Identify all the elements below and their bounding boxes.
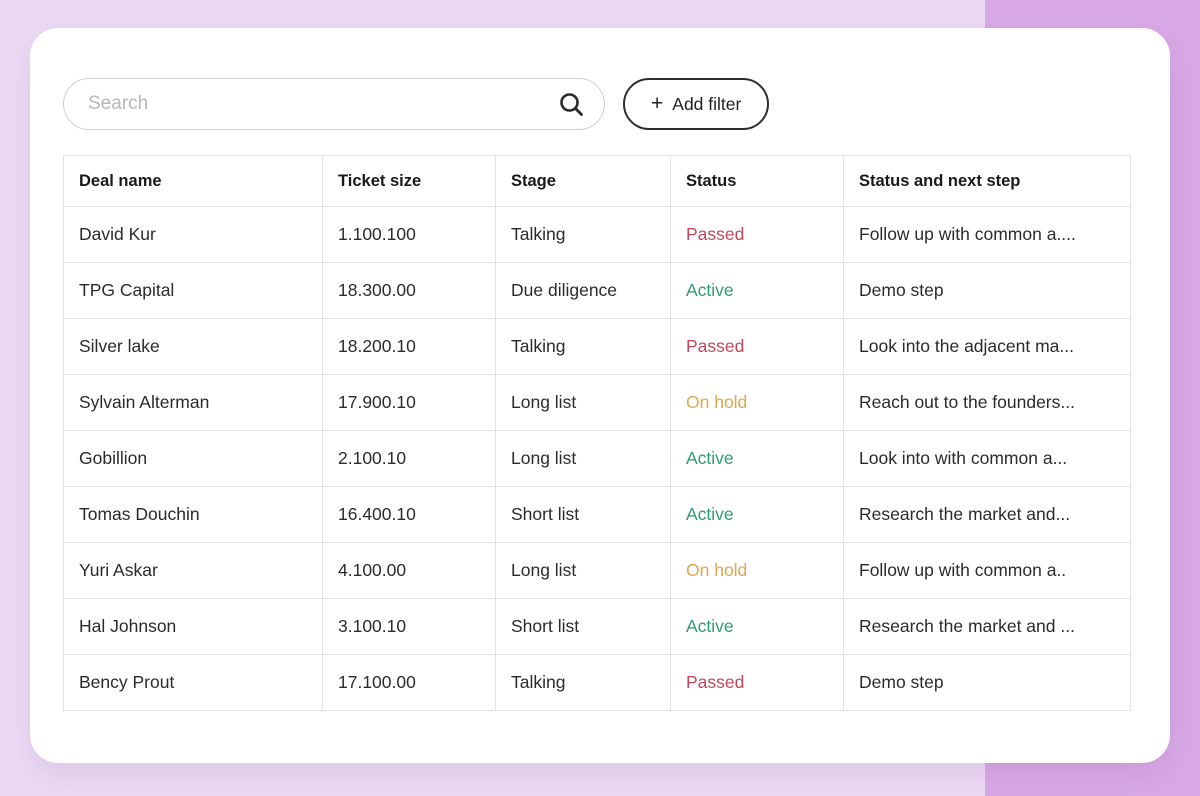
column-header-status-next-step: Status and next step (843, 155, 1131, 207)
deal-name-cell: Yuri Askar (63, 542, 323, 599)
table-row[interactable]: David Kur 1.100.100 Talking Passed Follo… (63, 206, 1131, 263)
ticket-size-cell: 2.100.10 (322, 430, 496, 487)
status-cell: On hold (670, 374, 844, 431)
stage-cell: Talking (495, 206, 671, 263)
ticket-size-cell: 4.100.00 (322, 542, 496, 599)
next-step-cell: Research the market and ... (843, 598, 1131, 655)
stage-cell: Long list (495, 430, 671, 487)
toolbar: + Add filter (63, 78, 1137, 130)
table-row[interactable]: Silver lake 18.200.10 Talking Passed Loo… (63, 318, 1131, 375)
add-filter-label: Add filter (672, 93, 742, 114)
next-step-cell: Follow up with common a.. (843, 542, 1131, 599)
deal-name-cell: Sylvain Alterman (63, 374, 323, 431)
main-card: + Add filter Deal name Ticket size Stage… (30, 28, 1170, 763)
stage-cell: Talking (495, 654, 671, 711)
search-box[interactable] (63, 78, 605, 130)
column-header-stage: Stage (495, 155, 671, 207)
deal-name-cell: Bency Prout (63, 654, 323, 711)
table-row[interactable]: Sylvain Alterman 17.900.10 Long list On … (63, 374, 1131, 431)
table-row[interactable]: Hal Johnson 3.100.10 Short list Active R… (63, 598, 1131, 655)
column-header-status: Status (670, 155, 844, 207)
deal-name-cell: Tomas Douchin (63, 486, 323, 543)
stage-cell: Long list (495, 542, 671, 599)
status-cell: On hold (670, 542, 844, 599)
column-header-ticket-size: Ticket size (322, 155, 496, 207)
ticket-size-cell: 17.900.10 (322, 374, 496, 431)
table-row[interactable]: TPG Capital 18.300.00 Due diligence Acti… (63, 262, 1131, 319)
column-header-deal-name: Deal name (63, 155, 323, 207)
deal-name-cell: TPG Capital (63, 262, 323, 319)
next-step-cell: Research the market and... (843, 486, 1131, 543)
stage-cell: Talking (495, 318, 671, 375)
ticket-size-cell: 17.100.00 (322, 654, 496, 711)
ticket-size-cell: 18.200.10 (322, 318, 496, 375)
status-cell: Passed (670, 318, 844, 375)
table-row[interactable]: Yuri Askar 4.100.00 Long list On hold Fo… (63, 542, 1131, 599)
search-icon[interactable] (558, 91, 584, 117)
stage-cell: Short list (495, 486, 671, 543)
add-filter-button[interactable]: + Add filter (623, 78, 770, 130)
ticket-size-cell: 1.100.100 (322, 206, 496, 263)
status-cell: Active (670, 598, 844, 655)
status-cell: Active (670, 430, 844, 487)
table-row[interactable]: Gobillion 2.100.10 Long list Active Look… (63, 430, 1131, 487)
stage-cell: Due diligence (495, 262, 671, 319)
status-cell: Passed (670, 206, 844, 263)
table-body: David Kur 1.100.100 Talking Passed Follo… (63, 206, 1131, 711)
next-step-cell: Look into the adjacent ma... (843, 318, 1131, 375)
ticket-size-cell: 18.300.00 (322, 262, 496, 319)
table-row[interactable]: Bency Prout 17.100.00 Talking Passed Dem… (63, 654, 1131, 711)
stage-cell: Short list (495, 598, 671, 655)
next-step-cell: Demo step (843, 654, 1131, 711)
next-step-cell: Follow up with common a.... (843, 206, 1131, 263)
status-cell: Passed (670, 654, 844, 711)
status-cell: Active (670, 262, 844, 319)
deal-name-cell: Gobillion (63, 430, 323, 487)
table-header: Deal name Ticket size Stage Status Statu… (63, 155, 1131, 207)
status-cell: Active (670, 486, 844, 543)
deals-table: Deal name Ticket size Stage Status Statu… (63, 155, 1131, 711)
plus-icon: + (651, 91, 664, 115)
search-input[interactable] (88, 93, 558, 115)
table-row[interactable]: Tomas Douchin 16.400.10 Short list Activ… (63, 486, 1131, 543)
stage-cell: Long list (495, 374, 671, 431)
next-step-cell: Reach out to the founders... (843, 374, 1131, 431)
deal-name-cell: Silver lake (63, 318, 323, 375)
ticket-size-cell: 16.400.10 (322, 486, 496, 543)
deals-table-container: Deal name Ticket size Stage Status Statu… (63, 155, 1131, 711)
deal-name-cell: Hal Johnson (63, 598, 323, 655)
deal-name-cell: David Kur (63, 206, 323, 263)
next-step-cell: Look into with common a... (843, 430, 1131, 487)
ticket-size-cell: 3.100.10 (322, 598, 496, 655)
next-step-cell: Demo step (843, 262, 1131, 319)
